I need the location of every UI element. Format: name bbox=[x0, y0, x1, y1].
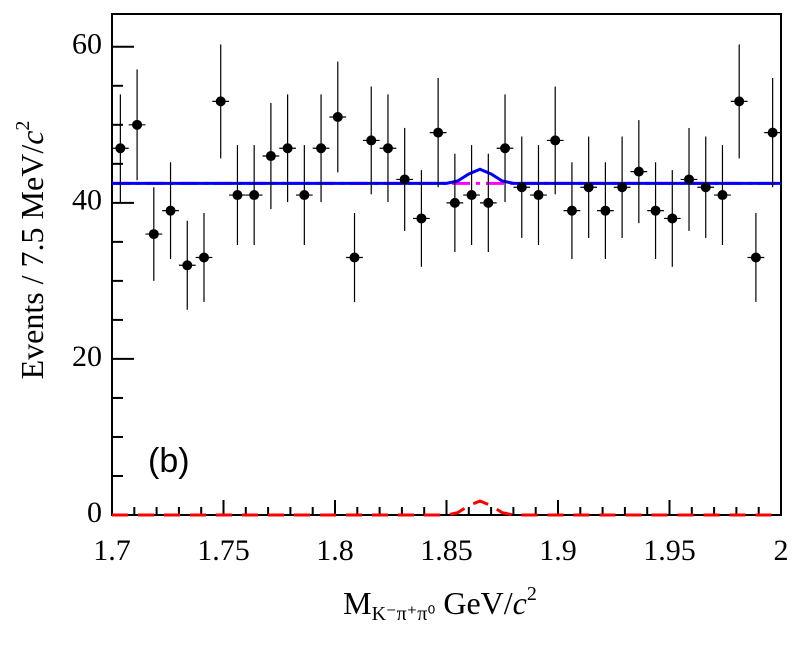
data-point bbox=[600, 205, 611, 216]
data-point bbox=[399, 174, 410, 185]
fit-curve bbox=[112, 499, 781, 517]
data-point bbox=[583, 182, 594, 193]
x-label-sub: K⁻π⁺π⁰ bbox=[372, 603, 436, 625]
data-point bbox=[617, 182, 628, 193]
data-point bbox=[667, 213, 678, 224]
data-point bbox=[767, 127, 778, 138]
x-tick-label: 2 bbox=[774, 534, 789, 567]
data-point bbox=[382, 143, 393, 154]
data-point bbox=[249, 190, 260, 201]
y-tick-label: 20 bbox=[72, 340, 102, 373]
fit-curve bbox=[112, 167, 781, 185]
data-point bbox=[750, 252, 761, 263]
x-label-sup: 2 bbox=[527, 583, 537, 605]
x-label-c: c bbox=[513, 585, 527, 621]
x-tick-label: 1.9 bbox=[539, 534, 577, 567]
data-point bbox=[700, 182, 711, 193]
data-point bbox=[182, 260, 193, 271]
data-point bbox=[466, 190, 477, 201]
y-label-sup: 2 bbox=[12, 121, 34, 131]
data-point bbox=[148, 229, 159, 240]
y-tick-label: 60 bbox=[72, 28, 102, 61]
data-point bbox=[115, 143, 126, 154]
data-point bbox=[349, 252, 360, 263]
data-point bbox=[650, 205, 661, 216]
data-point bbox=[483, 197, 494, 208]
data-point bbox=[282, 143, 293, 154]
data-point bbox=[717, 190, 728, 201]
data-point bbox=[299, 190, 310, 201]
data-point bbox=[332, 112, 343, 123]
plot-frame bbox=[111, 13, 782, 516]
x-label-main: M bbox=[343, 585, 371, 621]
y-label-main: Events / 7.5 MeV/ bbox=[14, 145, 50, 380]
y-axis-label: Events / 7.5 MeV/c2 bbox=[12, 121, 51, 380]
data-point bbox=[550, 135, 561, 146]
annotation: (b) bbox=[148, 442, 190, 480]
data-point bbox=[566, 205, 577, 216]
data-point bbox=[366, 135, 377, 146]
x-axis-label: MK⁻π⁺π⁰ GeV/c2 bbox=[343, 583, 537, 625]
x-tick-label: 1.85 bbox=[420, 534, 473, 567]
y-label-c: c bbox=[14, 131, 50, 145]
data-point bbox=[734, 96, 745, 107]
data-point bbox=[633, 166, 644, 177]
data-point bbox=[198, 252, 209, 263]
data-point bbox=[316, 143, 327, 154]
data-point bbox=[684, 174, 695, 185]
x-tick-label: 1.75 bbox=[197, 534, 250, 567]
data-point bbox=[516, 182, 527, 193]
y-tick-label: 40 bbox=[72, 184, 102, 217]
data-point bbox=[533, 190, 544, 201]
data-point bbox=[165, 205, 176, 216]
data-point bbox=[215, 96, 226, 107]
data-point bbox=[449, 197, 460, 208]
x-tick-label: 1.8 bbox=[316, 534, 354, 567]
data-point bbox=[232, 190, 243, 201]
y-tick-label: 0 bbox=[87, 496, 102, 529]
data-point bbox=[132, 119, 143, 130]
data-point bbox=[500, 143, 511, 154]
data-point bbox=[416, 213, 427, 224]
x-label-unit: GeV/ bbox=[435, 585, 512, 621]
data-point bbox=[265, 151, 276, 162]
x-tick-label: 1.7 bbox=[93, 534, 131, 567]
x-tick-label: 1.95 bbox=[643, 534, 696, 567]
data-point bbox=[433, 127, 444, 138]
